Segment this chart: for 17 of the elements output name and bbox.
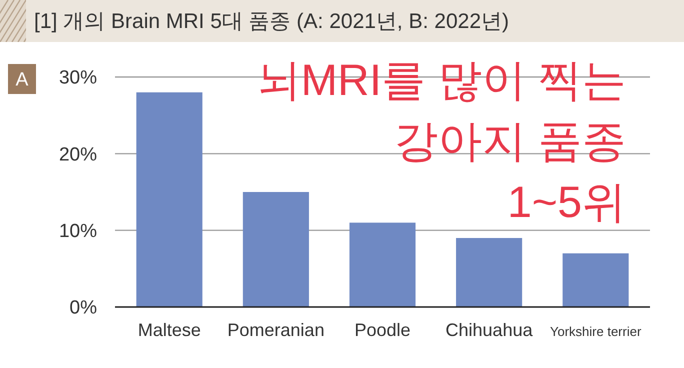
bar	[562, 253, 629, 307]
y-tick-label: 0%	[70, 298, 98, 319]
bar	[456, 238, 522, 307]
y-tick-label: 20%	[58, 144, 98, 166]
bar	[349, 222, 416, 307]
x-tick-label: Pomeranian	[227, 320, 324, 340]
annotation: 뇌MRI를 많이 찍는 강아지 품종 1~5위	[256, 56, 626, 227]
bar	[136, 92, 202, 307]
chart-title: [1] 개의 Brain MRI 5대 품종 (A: 2021년, B: 2022년)	[34, 10, 509, 33]
y-tick-label: 30%	[58, 68, 98, 89]
x-tick-label: Maltese	[138, 320, 201, 340]
x-tick-label: Chihuahua	[446, 320, 534, 340]
text: A	[16, 70, 29, 91]
x-tick-label: Poodle	[354, 320, 411, 340]
bar	[242, 192, 309, 307]
y-tick-label: 10%	[58, 220, 98, 242]
x-tick-label: Yorkshire terrier	[550, 324, 642, 339]
